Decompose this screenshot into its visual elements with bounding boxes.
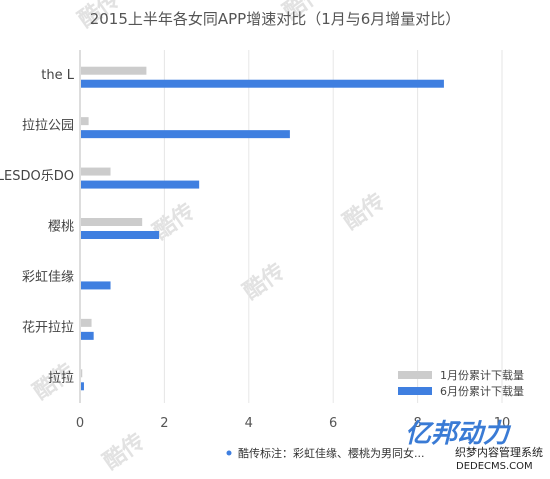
legend-label-jun: 6月份累计下载量 [440, 385, 524, 398]
category-label: LESDO乐DO [0, 169, 74, 184]
bars [81, 66, 444, 391]
bar-jun [81, 281, 111, 290]
logo-watermark: 亿邦动力 织梦内容管理系统 DEDECMS.COM [405, 419, 543, 472]
category-label: 拉拉公园 [22, 119, 74, 134]
category-label: 拉拉 [48, 371, 74, 386]
legend-label-jan: 1月份累计下载量 [440, 369, 524, 382]
footnote-text: 酷传标注：彩虹佳缘、樱桃为男同女... [238, 446, 425, 460]
gridlines [79, 50, 503, 403]
bar-jan [81, 218, 143, 226]
x-tick-label: 2 [160, 416, 168, 431]
bar-jun [81, 231, 160, 239]
legend-swatch-jun [398, 387, 432, 395]
x-tick-label: 10 [494, 416, 511, 431]
legend: 1月份累计下载量 6月份累计下载量 [398, 369, 524, 398]
category-label: the L [41, 68, 74, 83]
watermark-text: 酷传 [339, 189, 389, 235]
x-tick-label: 0 [76, 416, 84, 431]
bar-jun [81, 382, 84, 391]
bar-jan [81, 318, 92, 327]
bar-jun [81, 331, 94, 340]
bar-jan [81, 167, 111, 176]
bar-jun [81, 180, 200, 189]
logo-url: DEDECMS.COM [456, 461, 533, 472]
bar-jun [81, 79, 444, 88]
watermark-text: 酷传 [99, 429, 149, 475]
category-label: 樱桃 [48, 219, 74, 235]
logo-text: 亿邦动力 [405, 419, 512, 449]
bar-jan [81, 369, 83, 378]
bar-jan [81, 66, 147, 75]
legend-swatch-jan [398, 371, 432, 379]
bar-jan [81, 117, 89, 126]
watermark-text: 酷传 [239, 259, 289, 305]
category-label: 彩虹佳缘 [22, 270, 74, 285]
footnote: 酷传标注：彩虹佳缘、樱桃为男同女... [226, 446, 425, 460]
footnote-bullet-icon [226, 450, 232, 456]
x-axis-ticks: 0 2 4 6 8 10 [76, 416, 510, 431]
bar-jun [81, 130, 290, 139]
x-tick-label: 8 [413, 416, 421, 431]
category-label: 花开拉拉 [22, 319, 74, 335]
chart-title: 2015上半年各女同APP增速对比（1月与6月增量对比） [90, 10, 461, 28]
x-tick-label: 4 [245, 416, 253, 431]
logo-subtitle: 织梦内容管理系统 [455, 445, 543, 459]
x-tick-label: 6 [329, 416, 337, 431]
